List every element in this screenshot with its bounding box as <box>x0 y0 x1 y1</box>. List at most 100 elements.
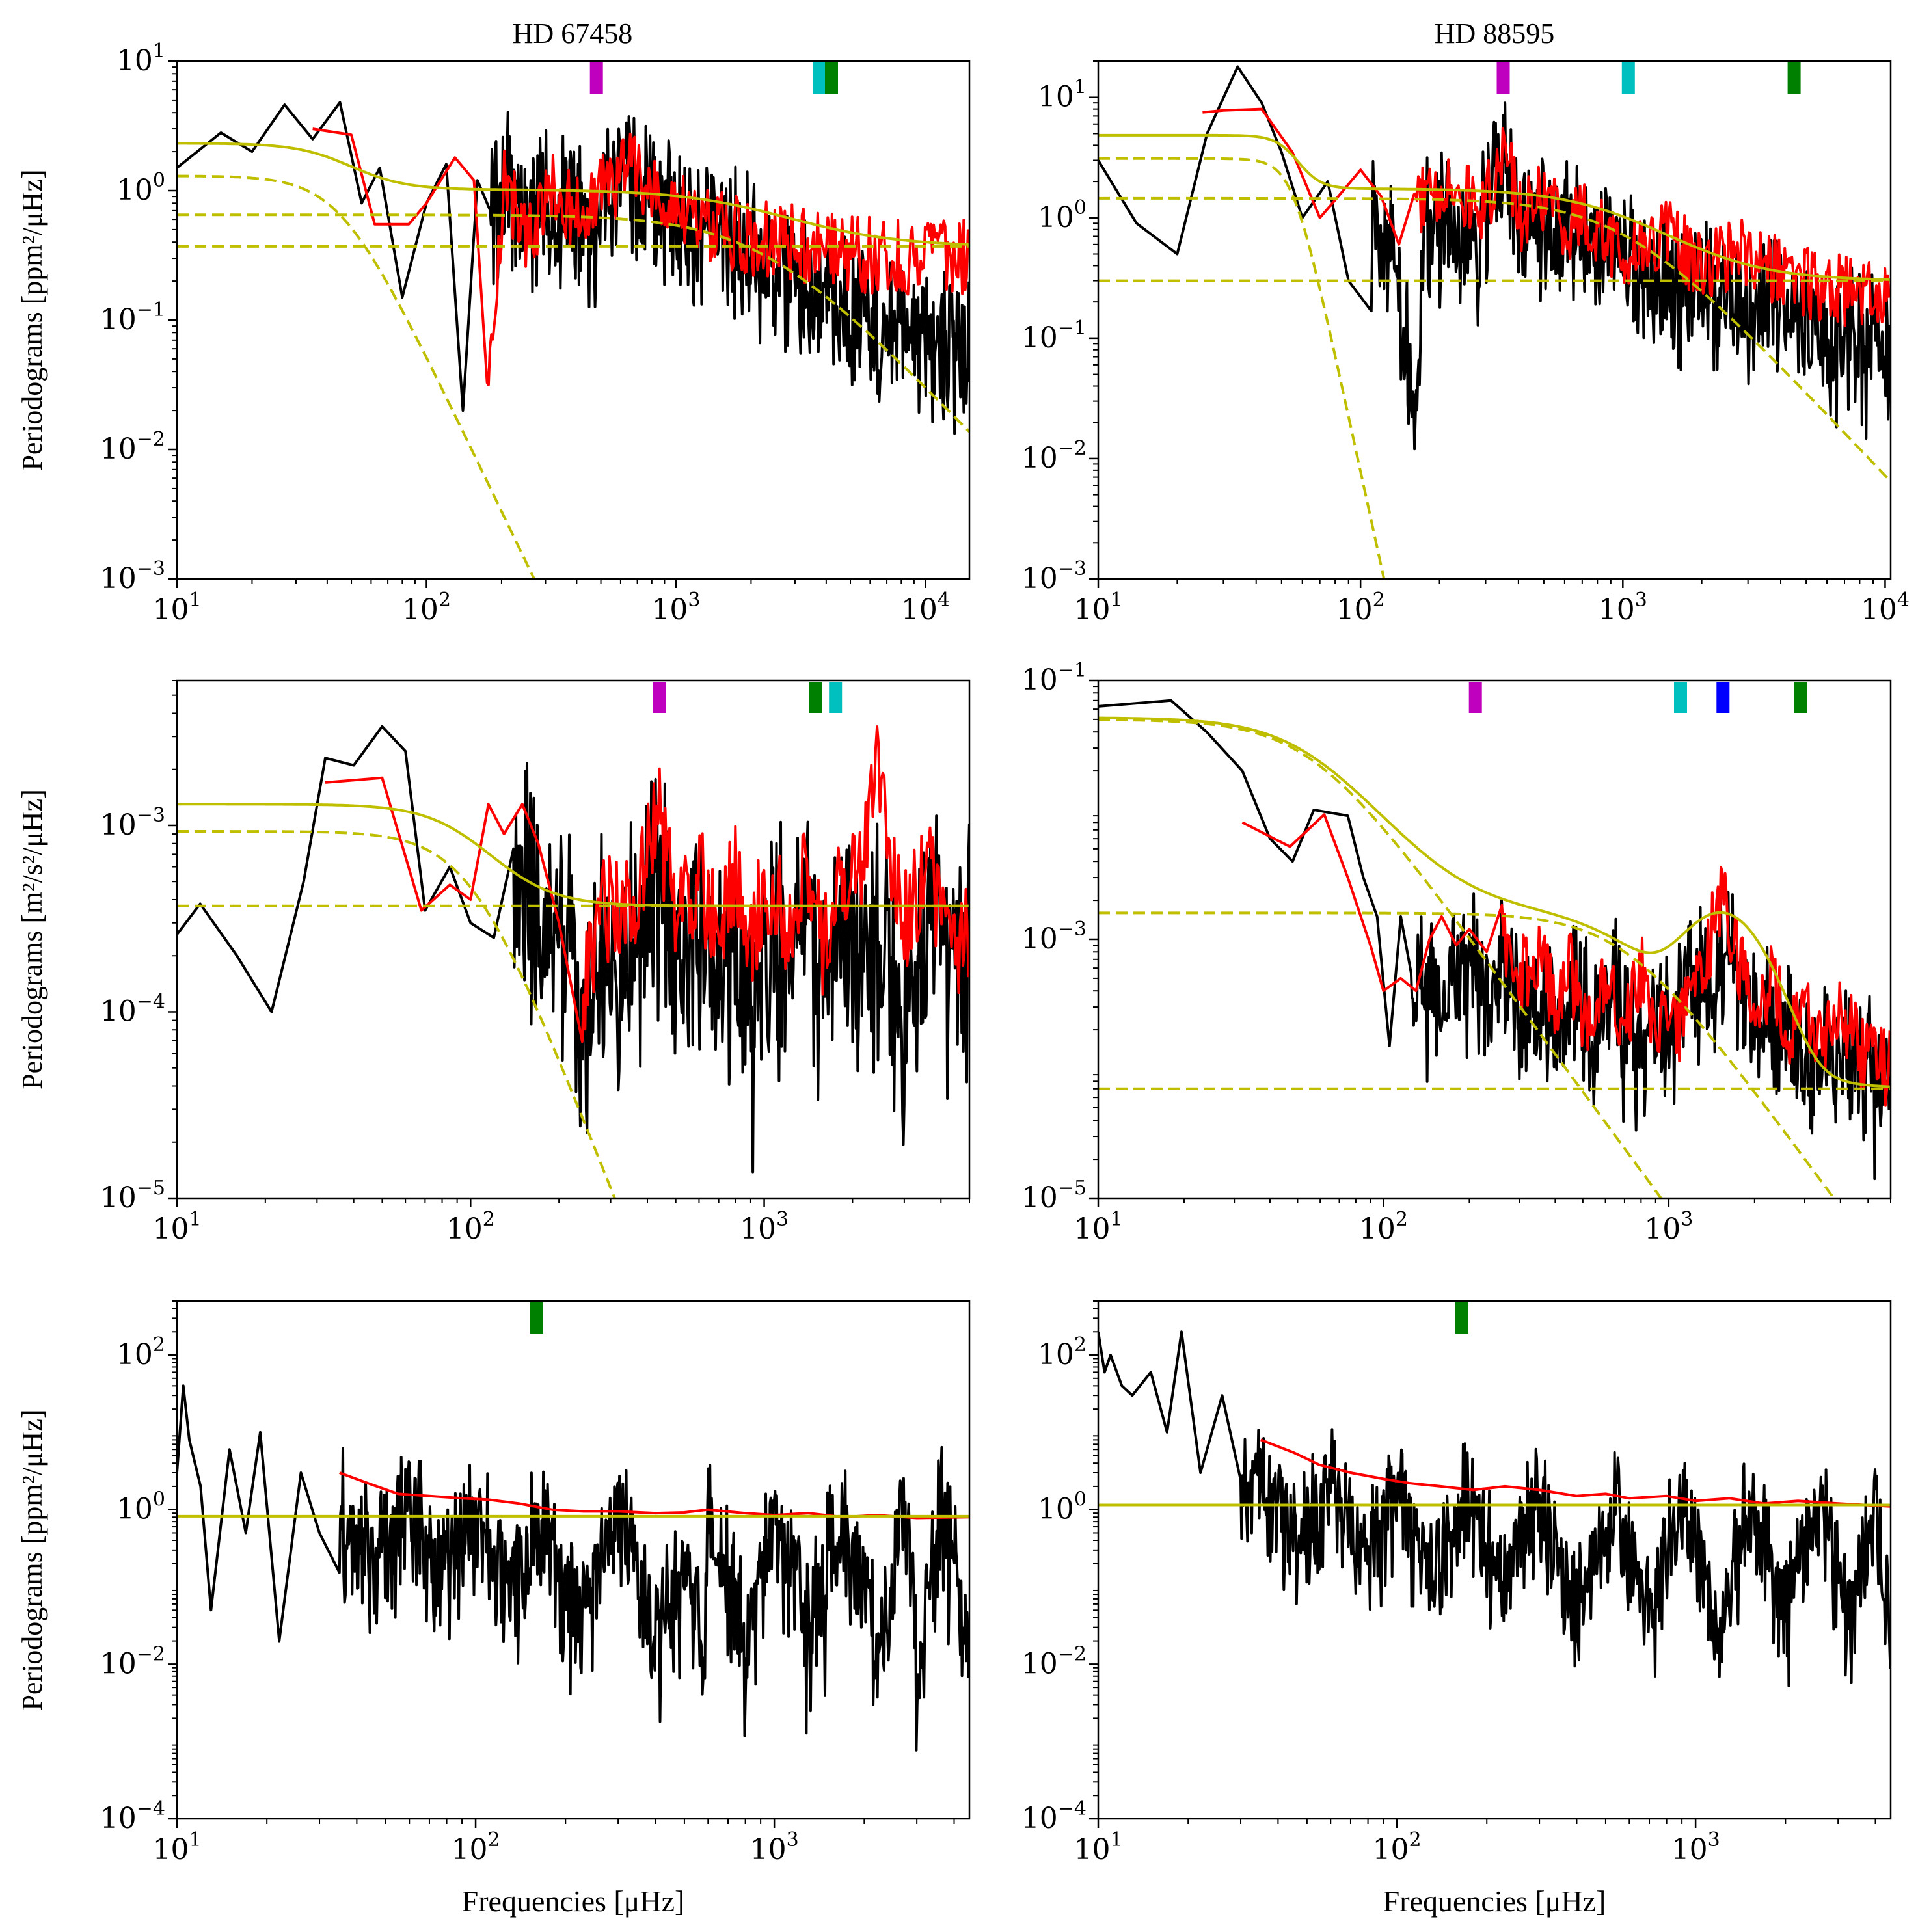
y-tick-label: 10−3 <box>100 804 165 842</box>
axes-frame <box>176 679 971 1200</box>
x-tick-label: 102 <box>1336 589 1385 626</box>
x-tick-label: 101 <box>1074 589 1122 626</box>
y-tick-label: 10−1 <box>100 299 165 336</box>
periodogram-line <box>1098 1330 1891 1687</box>
model-fit-line <box>177 803 969 907</box>
y-tick-label: 102 <box>1038 1334 1087 1371</box>
x-tick-label: 103 <box>1644 1208 1693 1246</box>
model-component-line <box>1098 157 1386 579</box>
axis-ticks: 101 102 103 104 10−3 10−2 10−1 100 101 <box>100 40 950 626</box>
model-component-line <box>1098 196 1891 483</box>
x-tick-label: 102 <box>1359 1208 1408 1246</box>
smoothed-line <box>339 1471 969 1520</box>
y-tick-label: 10−4 <box>100 1797 165 1835</box>
y-tick-label: 10−2 <box>1021 1643 1087 1680</box>
smoothed-line <box>312 127 969 386</box>
model-fit-line <box>177 142 969 246</box>
frequency-marker <box>813 62 826 94</box>
x-tick-label: 102 <box>402 589 451 626</box>
frequency-marker <box>1468 682 1482 713</box>
periodogram-line <box>177 725 969 1174</box>
axes-frame <box>176 1300 971 1820</box>
y-tick-label: 100 <box>116 169 165 207</box>
panel-p22: 101 102 103 10−5 10−3 10−1 <box>1021 659 1892 1246</box>
y-tick-label: 10−4 <box>100 990 165 1028</box>
plot-area <box>177 725 969 1198</box>
column-title-right: HD 88595 <box>1435 18 1555 49</box>
panel-p12: 101 102 103 104 10−3 10−2 10−1 100 101 <box>1021 60 1910 626</box>
y-tick-label: 10−2 <box>100 428 165 466</box>
axis-ticks: 101 102 103 10−4 10−2 100 102 <box>1021 1300 1876 1866</box>
x-tick-label: 102 <box>452 1829 500 1866</box>
frequency-marker <box>1674 682 1687 713</box>
frequency-marker <box>1496 62 1510 94</box>
model-component-line <box>177 174 536 579</box>
panel-p21: 101 102 103 10−5 10−4 10−3 Periodograms [m²/s²… <box>16 679 971 1246</box>
frequency-marker <box>589 62 603 94</box>
panel-p32: 101 102 103 10−4 10−2 100 102 Frequencies [μHz] <box>1021 1300 1892 1918</box>
model-component-line <box>177 213 969 433</box>
plot-area <box>177 1384 969 1752</box>
smoothed-line <box>325 725 969 1043</box>
x-tick-label: 102 <box>446 1208 495 1246</box>
axes-frame <box>1097 679 1892 1200</box>
panel-p11: 101 102 103 104 10−3 10−2 10−1 100 101 Periodogra… <box>16 40 971 626</box>
y-tick-label: 101 <box>1038 76 1087 114</box>
x-tick-label: 103 <box>1671 1829 1720 1866</box>
x-tick-label: 102 <box>1373 1829 1422 1866</box>
x-tick-label: 101 <box>152 589 201 626</box>
y-tick-label: 100 <box>1038 196 1087 234</box>
periodogram-line <box>177 101 969 435</box>
y-tick-label: 101 <box>116 40 165 77</box>
y-tick-label: 10−3 <box>1021 557 1087 595</box>
y-tick-label: 100 <box>1038 1488 1087 1526</box>
model-component-line <box>1098 911 1836 1198</box>
y-tick-label: 10−3 <box>100 557 165 595</box>
y-tick-label: 100 <box>116 1488 165 1526</box>
x-tick-label: 103 <box>651 589 700 626</box>
frequency-marker <box>653 682 666 713</box>
x-tick-label: 101 <box>152 1208 201 1246</box>
x-tick-label: 104 <box>901 589 950 626</box>
x-tick-label: 103 <box>750 1829 799 1866</box>
x-tick-label: 103 <box>740 1208 789 1246</box>
frequency-marker <box>530 1302 543 1334</box>
axes-frame <box>176 60 971 580</box>
y-tick-label: 10−3 <box>1021 918 1087 956</box>
x-axis-label: Frequencies [μHz] <box>1383 1885 1606 1918</box>
frequency-marker <box>1455 1302 1468 1334</box>
frequency-marker <box>825 62 838 94</box>
frequency-marker <box>1621 62 1635 94</box>
plot-area <box>1098 699 1891 1198</box>
x-axis-label: Frequencies [μHz] <box>462 1885 685 1918</box>
y-tick-label: 10−2 <box>100 1643 165 1680</box>
x-tick-label: 101 <box>152 1829 201 1866</box>
y-tick-label: 10−5 <box>1021 1177 1087 1214</box>
model-component-line <box>177 830 616 1198</box>
frequency-marker <box>809 682 822 713</box>
y-axis-label: Periodograms [ppm²/μHz] <box>16 1409 48 1710</box>
x-tick-label: 103 <box>1599 589 1647 626</box>
y-tick-label: 102 <box>116 1334 165 1371</box>
y-axis-label: Periodograms [ppm²/μHz] <box>16 169 48 470</box>
x-tick-label: 104 <box>1861 589 1910 626</box>
y-axis-label: Periodograms [m²/s²/μHz] <box>16 789 48 1090</box>
smoothed-line <box>1260 1438 1891 1508</box>
panel-p31: 101 102 103 10−4 10−2 100 102 Periodograms [ppm… <box>16 1300 971 1918</box>
smoothed-line <box>1241 813 1891 1107</box>
column-title-left: HD 67458 <box>513 18 633 49</box>
frequency-marker <box>1787 62 1801 94</box>
periodogram-line <box>177 1384 969 1752</box>
periodogram-line <box>1098 699 1891 1181</box>
model-fit-line <box>1098 133 1891 281</box>
plot-area <box>1098 65 1891 579</box>
y-tick-label: 10−1 <box>1021 317 1087 355</box>
model-fit-line <box>1098 716 1891 1088</box>
y-tick-label: 10−2 <box>1021 437 1087 475</box>
y-tick-label: 10−4 <box>1021 1797 1087 1835</box>
axis-ticks: 101 102 103 10−5 10−3 10−1 <box>1021 659 1891 1246</box>
y-tick-label: 10−1 <box>1021 659 1087 697</box>
plot-area <box>1098 1330 1891 1687</box>
frequency-marker <box>1716 682 1730 713</box>
